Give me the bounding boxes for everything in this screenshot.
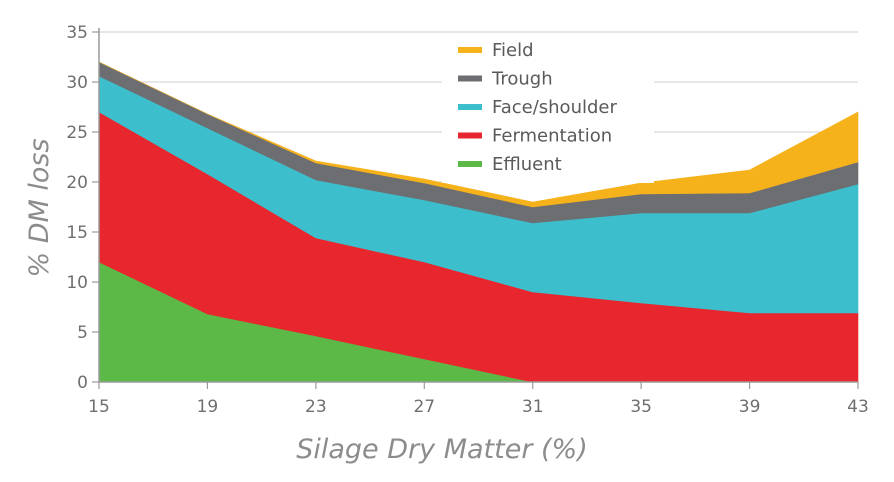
axes: 0 5 10 15 20 25 30 35 15 19 23 27 31 35 39 43 bbox=[66, 23, 868, 417]
y-tick-label-35: 35 bbox=[66, 23, 88, 43]
legend-label-field: Field bbox=[492, 40, 534, 61]
y-tick-label-0: 0 bbox=[77, 373, 88, 393]
y-tick-label-15: 15 bbox=[66, 223, 88, 243]
x-tick-label-43: 43 bbox=[847, 397, 869, 417]
legend-swatch-fermentation bbox=[458, 132, 482, 139]
y-tick-label-5: 5 bbox=[77, 323, 88, 343]
legend: Field Trough Face/shoulder Fermentation Effl… bbox=[442, 33, 654, 183]
area-field bbox=[98, 61, 859, 208]
x-tick-label-23: 23 bbox=[305, 397, 327, 417]
y-tick-label-20: 20 bbox=[66, 173, 88, 193]
legend-label-effluent: Effluent bbox=[492, 154, 562, 175]
y-tick-label-25: 25 bbox=[66, 123, 88, 143]
legend-label-face-shoulder: Face/shoulder bbox=[492, 97, 617, 118]
legend-label-trough: Trough bbox=[491, 69, 553, 90]
x-axis-title: Silage Dry Matter (%) bbox=[296, 434, 588, 465]
x-tick-label-19: 19 bbox=[197, 397, 219, 417]
legend-swatch-field bbox=[458, 47, 482, 53]
x-tick-label-35: 35 bbox=[630, 397, 652, 417]
y-axis-title: % DM loss bbox=[24, 138, 55, 277]
x-tick-label-27: 27 bbox=[413, 397, 435, 417]
legend-swatch-effluent bbox=[458, 161, 482, 167]
stacked-areas bbox=[98, 61, 859, 383]
legend-swatch-face-shoulder bbox=[458, 104, 482, 110]
x-tick-label-39: 39 bbox=[739, 397, 761, 417]
y-tick-label-30: 30 bbox=[66, 73, 88, 93]
legend-swatch-trough bbox=[458, 75, 482, 82]
x-tick-label-31: 31 bbox=[522, 397, 544, 417]
y-tick-label-10: 10 bbox=[66, 273, 88, 293]
x-tick-label-15: 15 bbox=[88, 397, 110, 417]
legend-label-fermentation: Fermentation bbox=[492, 126, 612, 147]
